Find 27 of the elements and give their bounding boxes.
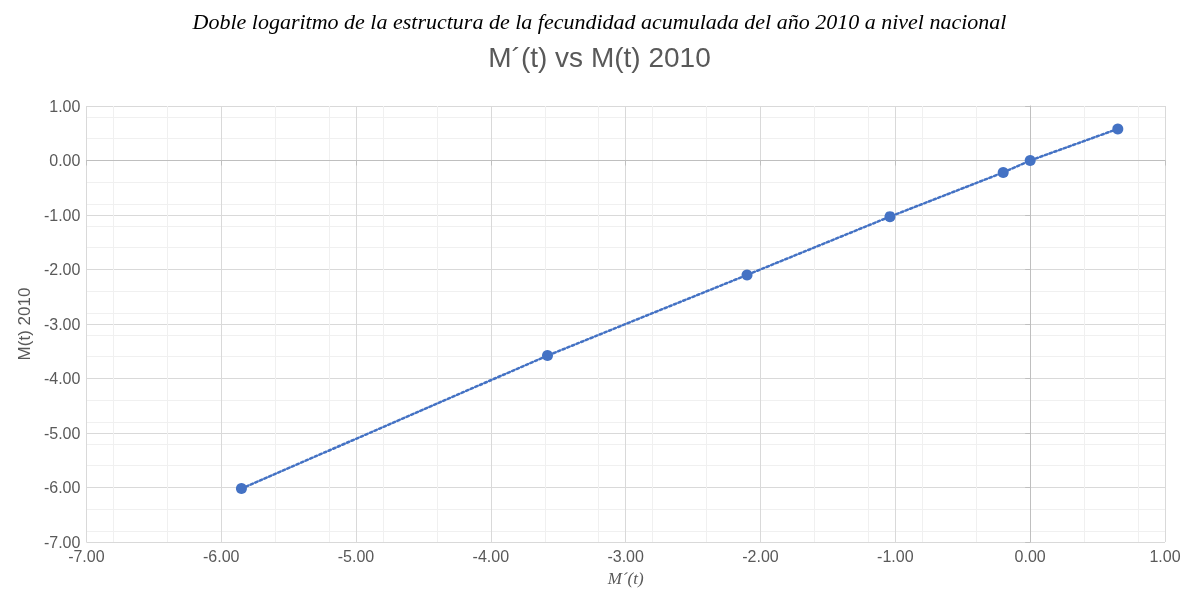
x-tick-label: -5.00 xyxy=(337,547,375,565)
x-axis-title: M´(t) xyxy=(606,569,644,589)
y-tick-label: 0.00 xyxy=(49,152,81,169)
text: Doble logaritmo de la estructura de la fecundidad acumulada del año 2010 a nivel nacional xyxy=(191,8,1007,34)
point xyxy=(741,269,753,281)
y-tick-label: -1.00 xyxy=(43,206,81,224)
x-tick-label: -4.00 xyxy=(472,547,510,565)
x-tick-label: -2.00 xyxy=(742,547,779,565)
point xyxy=(884,211,896,223)
y-tick-label: -2.00 xyxy=(43,261,81,278)
x-tick-label: -6.00 xyxy=(202,547,240,565)
point xyxy=(997,166,1009,178)
y-tick-label: -5.00 xyxy=(43,424,81,442)
x-tick-label: -3.00 xyxy=(607,547,645,565)
y-tick-label: -4.00 xyxy=(43,370,81,387)
y-tick-label: 1.00 xyxy=(49,97,81,115)
y-tick-label: -3.00 xyxy=(43,315,81,333)
chart-title: M´(t) vs M(t) 2010 xyxy=(488,41,711,73)
point xyxy=(1112,123,1124,135)
point xyxy=(235,483,247,495)
x-tick-label: 1.00 xyxy=(1149,547,1181,565)
x-tick-label: 0.00 xyxy=(1014,547,1046,565)
x-tick-label: -1.00 xyxy=(877,547,914,565)
y-axis-title: M(t) 2010 xyxy=(15,287,34,361)
y-tick-label: -6.00 xyxy=(43,479,81,496)
point xyxy=(1024,155,1036,166)
point xyxy=(541,350,553,362)
